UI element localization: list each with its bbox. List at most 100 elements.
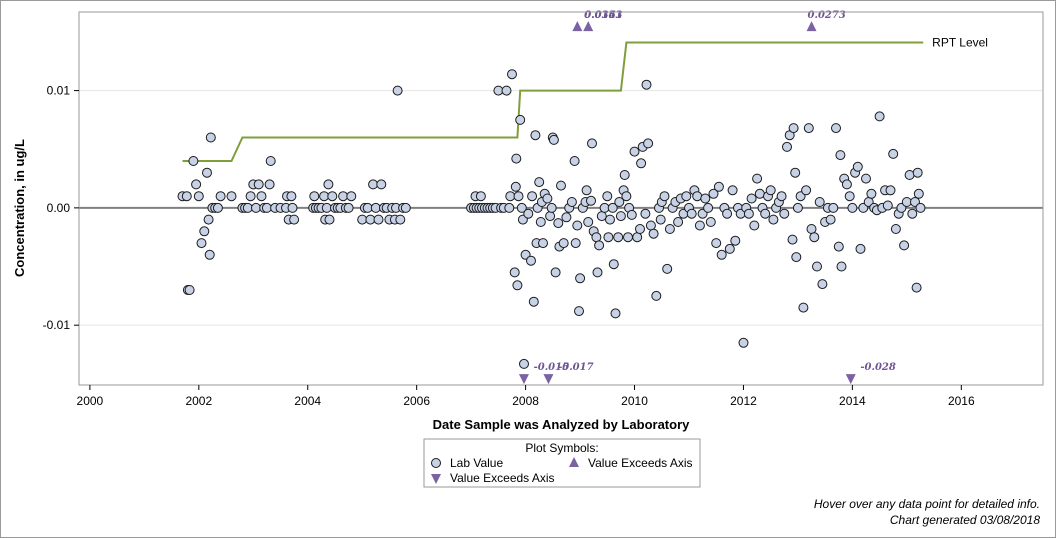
x-tick-label-8: 2016 <box>948 394 975 408</box>
lab-value-point <box>708 188 719 199</box>
lab-value-point <box>199 226 210 237</box>
lab-value-point <box>640 208 651 219</box>
lab-value-point <box>831 123 841 134</box>
lab-value-point <box>904 170 915 180</box>
exceeds-down-marker <box>845 374 856 385</box>
lab-value-point <box>727 185 738 196</box>
y-axis-title: Concentration, in ug/L <box>12 139 27 277</box>
lab-value-point <box>703 202 714 213</box>
x-tick-label-7: 2014 <box>839 394 866 408</box>
lab-value-point <box>835 150 846 161</box>
lab-value-point <box>242 202 253 213</box>
lab-value-point <box>264 179 275 190</box>
lab-value-point <box>911 282 922 293</box>
lab-value-point <box>776 191 787 202</box>
lab-value-point <box>852 161 863 172</box>
lab-value-point <box>286 191 297 202</box>
lab-value-point <box>196 238 207 249</box>
lab-value-point <box>792 202 803 213</box>
lab-value-point <box>752 173 763 184</box>
lab-value-point <box>855 243 866 254</box>
axes: 2000 2002 2004 2006 2008 2010 2012 2014 2016 0.01… <box>43 84 975 408</box>
lab-value-point <box>370 202 381 213</box>
x-tick-label-0: 2000 <box>77 394 104 408</box>
lab-value-point <box>596 211 607 222</box>
lab-value-point <box>343 202 354 213</box>
lab-value-point <box>841 179 852 190</box>
lab-value-point <box>256 191 267 202</box>
x-tick-label-1: 2002 <box>185 394 212 408</box>
lab-value-point <box>553 218 564 229</box>
lab-value-point <box>205 132 216 143</box>
lab-value-point <box>373 214 384 225</box>
lab-value-point <box>803 123 814 134</box>
lab-value-point <box>581 185 592 196</box>
exceeds-up-marker <box>583 21 594 32</box>
lab-value-point <box>181 191 192 202</box>
lab-value-point <box>556 180 566 191</box>
lab-value-point <box>730 235 741 246</box>
lab-value-point <box>705 217 716 227</box>
lab-value-point <box>510 181 521 192</box>
lab-value-point <box>400 202 411 213</box>
exceeds-up-label: 0.015 <box>584 10 615 21</box>
lab-value-point <box>651 290 662 301</box>
x-tick-label-3: 2006 <box>403 394 430 408</box>
lab-value-point <box>253 179 264 190</box>
lab-value-point <box>629 146 640 157</box>
lab-value-point <box>512 280 523 291</box>
lab-value-point <box>542 193 553 204</box>
lab-value-point <box>203 214 214 225</box>
lab-value-point <box>321 202 332 213</box>
y-tick-label-1: 0.00 <box>47 201 71 215</box>
exceeds-up-marker <box>572 21 583 32</box>
lab-value-point <box>528 296 539 307</box>
lab-value-point <box>504 202 515 213</box>
plot-area-border <box>78 11 1044 386</box>
legend-label-lab-value: Lab Value <box>450 456 503 470</box>
lab-value-point <box>569 156 580 166</box>
lab-value-point <box>323 179 334 190</box>
legend-box <box>423 438 701 488</box>
lab-value-point <box>836 261 847 272</box>
lab-value-point <box>319 191 330 202</box>
lab-value-point <box>655 214 666 225</box>
lab-value-point <box>724 243 735 254</box>
y-tick-label-2: -0.01 <box>43 318 71 332</box>
lab-value-point <box>523 208 534 219</box>
lab-value-point <box>338 191 349 202</box>
lab-value-point <box>261 202 272 213</box>
lab-value-point <box>191 179 202 190</box>
lab-value-point <box>899 240 910 251</box>
lab-value-point <box>614 197 625 207</box>
lab-value-point <box>605 214 615 225</box>
lab-value-point <box>501 85 512 96</box>
lab-value-point <box>825 214 836 225</box>
legend-circle-marker <box>431 458 441 468</box>
legend-triangle-down-marker <box>431 474 441 484</box>
lab-value-point <box>641 79 652 90</box>
lab-value-point <box>608 259 619 270</box>
lab-value-point <box>204 249 215 260</box>
lab-value-point <box>215 191 226 202</box>
lab-value-point <box>583 217 594 227</box>
lab-value-point <box>700 193 711 204</box>
lab-value-point <box>788 123 799 134</box>
lab-value-point <box>202 167 212 178</box>
lab-value-point <box>648 228 659 239</box>
lab-value-point <box>184 285 195 295</box>
y-tick-label-0: 0.01 <box>47 84 71 98</box>
lab-value-point <box>538 238 548 249</box>
lab-value-point <box>621 191 632 202</box>
lab-value-point <box>812 261 822 272</box>
lab-value-point <box>475 191 486 202</box>
lab-value-point <box>664 224 675 234</box>
lab-value-point <box>550 267 561 278</box>
lab-value-point <box>245 191 256 202</box>
x-tick-label-5: 2010 <box>621 394 648 408</box>
exceeds-up-label: 0.0273 <box>808 10 846 21</box>
lab-value-point <box>749 220 760 231</box>
lab-value-point <box>915 202 926 213</box>
lab-value-point <box>809 232 820 243</box>
